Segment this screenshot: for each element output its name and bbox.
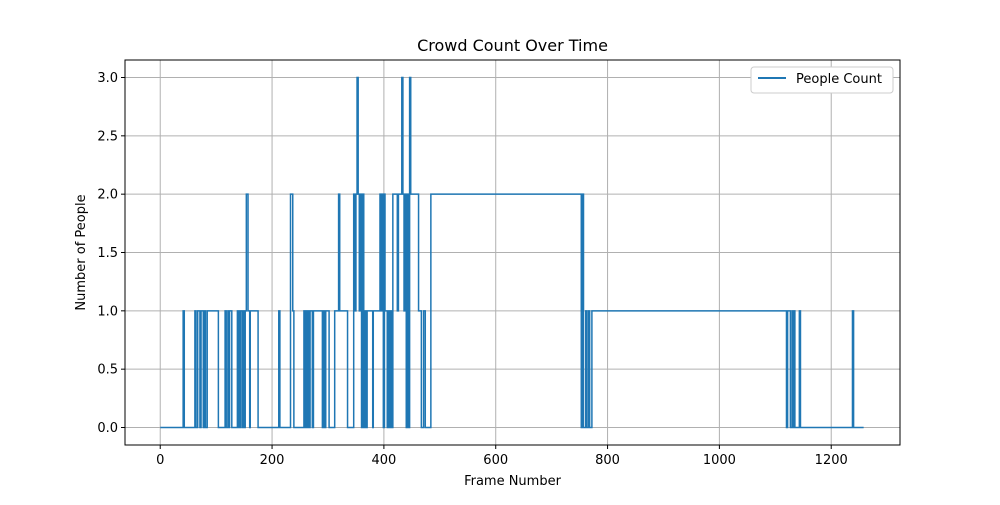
x-tick-label: 800 — [595, 453, 620, 468]
x-axis-label: Frame Number — [464, 474, 562, 489]
y-tick-label: 3.0 — [97, 71, 118, 86]
series-line-people-count — [160, 76, 864, 429]
x-tick-label: 200 — [260, 453, 285, 468]
y-tick-label: 1.0 — [97, 304, 118, 319]
tick-layer: 0 200 400 600 800 1000 1200 0.0 0.5 1.0 1.5 2.0 2.5 3… — [97, 71, 847, 468]
x-tick-label: 1200 — [815, 453, 848, 468]
x-tick-label: 0 — [156, 453, 164, 468]
legend-box — [750, 66, 894, 94]
y-tick-label: 2.0 — [97, 188, 118, 203]
y-axis-label: Number of People — [74, 194, 89, 310]
x-tick-label: 600 — [483, 453, 508, 468]
chart-title: Crowd Count Over Time — [417, 36, 608, 55]
y-tick-label: 0.0 — [97, 421, 118, 436]
x-tick-label: 1000 — [703, 453, 736, 468]
series-layer — [160, 76, 864, 429]
y-tick-label: 2.5 — [97, 129, 118, 144]
legend: People Count — [750, 66, 894, 94]
legend-label-people-count: People Count — [796, 72, 882, 87]
y-tick-label: 0.5 — [97, 363, 118, 378]
x-tick-label: 400 — [371, 453, 396, 468]
y-tick-label: 1.5 — [97, 246, 118, 261]
